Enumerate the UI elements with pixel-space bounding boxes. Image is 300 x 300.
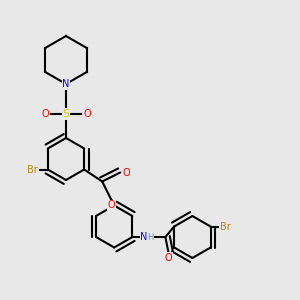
Text: Br: Br [27,164,38,175]
Text: O: O [41,109,49,119]
Text: O: O [107,200,115,211]
Text: N: N [140,232,147,242]
Text: Br: Br [220,221,231,232]
Text: N: N [62,79,70,89]
Text: H: H [147,232,154,242]
Text: O: O [165,253,172,263]
Text: O: O [83,109,91,119]
Text: S: S [62,109,70,119]
Text: O: O [122,167,130,178]
